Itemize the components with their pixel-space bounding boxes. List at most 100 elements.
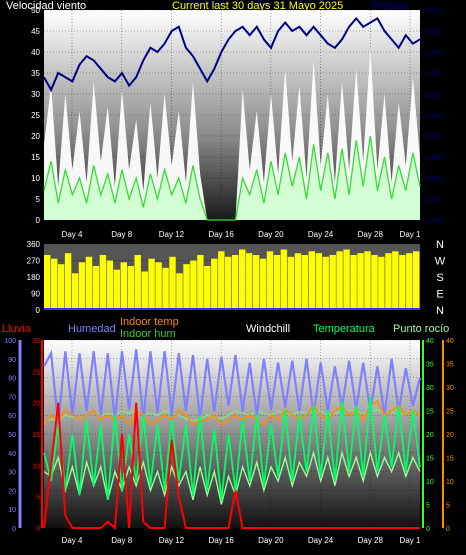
- wind-tick-label: 15: [31, 153, 40, 162]
- x-tick-label: Day 8: [111, 536, 132, 545]
- humidity-tick-label: 20: [8, 488, 16, 495]
- direction-bar: [336, 251, 343, 310]
- rain-line: [43, 402, 420, 531]
- direction-bar: [85, 256, 93, 310]
- direction-bar: [141, 271, 148, 310]
- humidity-tick-label: 70: [8, 394, 16, 401]
- indoor-temp-tick-label: 20: [446, 432, 454, 439]
- x-tick-label: Day 4: [62, 230, 83, 239]
- rain-tick-label: 30: [32, 338, 40, 345]
- temperature-tick-label: 40: [426, 338, 434, 345]
- pressure-title: Presión: [372, 0, 409, 12]
- compass-label: N: [436, 305, 444, 317]
- direction-bar: [378, 256, 385, 310]
- direction-bar: [225, 256, 232, 310]
- rain-tick-label: 20: [32, 401, 40, 408]
- x-tick-label: Day 24: [308, 536, 334, 545]
- direction-bar: [343, 249, 350, 310]
- rain-tick-label: 10: [32, 463, 40, 470]
- wind-tick-label: 5: [36, 195, 41, 204]
- pressure-tick-label: 1,015: [424, 29, 442, 36]
- pressure-tick-label: 1,005: [424, 71, 442, 78]
- humidity-tick-label: 10: [8, 507, 16, 514]
- indoor-temp-tick-label: 0: [446, 526, 450, 533]
- temperature-tick-label: 20: [426, 432, 434, 439]
- direction-bar: [44, 255, 51, 310]
- direction-tick-label: 90: [31, 290, 40, 299]
- wind-average-line: [43, 135, 421, 221]
- pressure-line: [43, 16, 421, 93]
- direction-bar: [392, 251, 399, 310]
- wind-pressure-series: [43, 16, 421, 221]
- pressure-tick-label: 1,020: [424, 8, 442, 15]
- direction-bar: [51, 258, 58, 310]
- direction-bar: [211, 258, 218, 310]
- pressure-tick-label: 1,995: [424, 113, 442, 120]
- humidity-line: [43, 349, 422, 425]
- direction-bar: [399, 255, 406, 310]
- pressure-tick-label: 1,980: [424, 176, 442, 183]
- rain-tick-label: 0: [36, 526, 40, 533]
- humidity-tick-label: 30: [8, 470, 16, 477]
- direction-bar: [204, 266, 211, 310]
- direction-bar: [322, 256, 329, 310]
- direction-bar: [120, 262, 127, 310]
- axis-labels: 051015202530354045501,9701,9751,9801,985…: [4, 6, 454, 545]
- compass-label: S: [436, 272, 443, 284]
- direction-bar: [301, 255, 308, 310]
- direction-bar: [239, 249, 246, 310]
- direction-tick-label: 360: [27, 240, 41, 249]
- indoor-temp-tick-label: 35: [446, 362, 454, 369]
- compass-label: E: [436, 289, 443, 301]
- direction-bar: [385, 253, 392, 310]
- temperature-tick-label: 30: [426, 385, 434, 392]
- temperature-tick-label: 35: [426, 362, 434, 369]
- pressure-tick-label: 1,000: [424, 92, 442, 99]
- x-tick-label: Day 20: [258, 230, 284, 239]
- wind-average-area: [44, 136, 420, 220]
- temperature-tick-label: 25: [426, 409, 434, 416]
- humidity-tick-label: 60: [8, 413, 16, 420]
- x-tick-label: Day 28: [358, 230, 384, 239]
- legend-humidity: Humedad: [68, 323, 116, 335]
- pressure-tick-label: 1,975: [424, 197, 442, 204]
- direction-bar: [287, 256, 295, 310]
- wind-tick-label: 30: [31, 90, 40, 99]
- direction-bar: [308, 251, 315, 310]
- legend-temperature: Temperatura: [313, 323, 376, 335]
- direction-bar: [183, 264, 190, 310]
- direction-bar: [106, 260, 114, 310]
- legend-indoor-temp: Indoor temp: [120, 316, 179, 328]
- direction-bar: [315, 253, 322, 310]
- direction-bar: [127, 266, 134, 310]
- x-tick-label: Day 12: [159, 230, 185, 239]
- legend-indoor-hum: Indoor hum: [120, 328, 176, 340]
- humidity-tick-label: 40: [8, 451, 16, 458]
- direction-bar: [176, 273, 183, 310]
- direction-bar: [406, 253, 413, 310]
- wind-tick-label: 10: [31, 174, 40, 183]
- indoor-temp-tick-label: 30: [446, 385, 454, 392]
- direction-bar: [92, 266, 100, 310]
- direction-bar: [294, 253, 302, 310]
- x-tick-label: Day 4: [62, 536, 83, 545]
- direction-tick-label: 270: [27, 257, 41, 266]
- pressure-tick-label: 1,970: [424, 218, 442, 225]
- pressure-tick-label: 1,010: [424, 50, 442, 57]
- x-tick-label: Day 16: [208, 536, 234, 545]
- humidity-tick-label: 80: [8, 376, 16, 383]
- indoor-temp-tick-label: 40: [446, 338, 454, 345]
- temperature-line: [43, 396, 421, 500]
- temperature-tick-label: 15: [426, 456, 434, 463]
- indoor-temp-tick-label: 10: [446, 479, 454, 486]
- wind-tick-label: 20: [31, 132, 40, 141]
- direction-bar: [190, 260, 197, 310]
- direction-bar: [162, 267, 169, 310]
- wind-tick-label: 35: [31, 69, 40, 78]
- rain-tick-label: 15: [32, 432, 40, 439]
- indoor-temp-tick-label: 25: [446, 409, 454, 416]
- direction-bar: [197, 255, 204, 310]
- x-tick-label: Day 12: [159, 536, 185, 545]
- direction-bar: [273, 255, 281, 310]
- compass-label: N: [436, 239, 444, 251]
